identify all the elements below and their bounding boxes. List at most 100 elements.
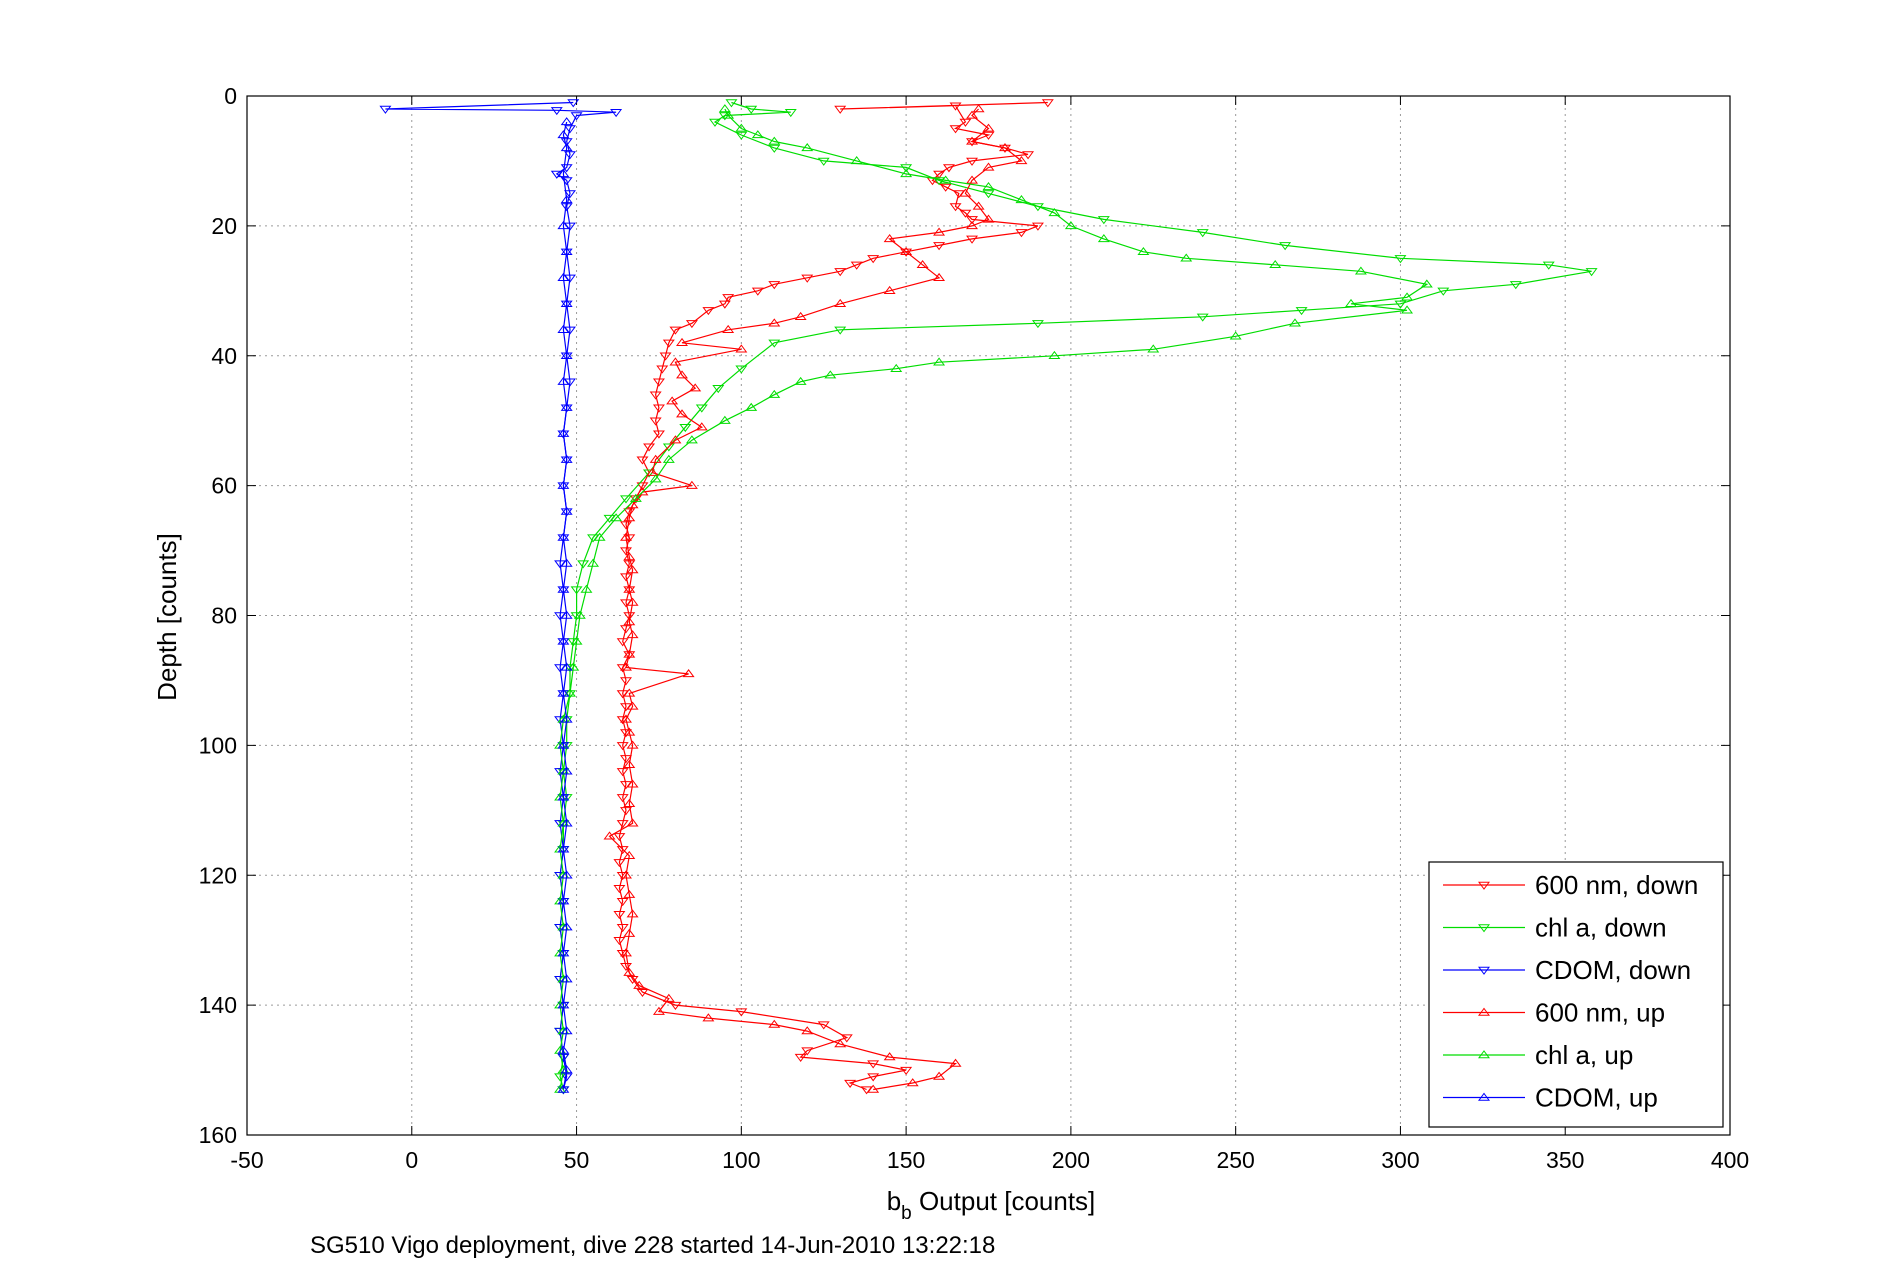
data-point <box>623 584 636 593</box>
data-point <box>557 1084 570 1093</box>
data-point <box>982 162 995 171</box>
data-point <box>560 922 573 931</box>
data-point <box>616 820 629 829</box>
data-point <box>557 376 570 385</box>
data-point <box>557 688 570 697</box>
data-point <box>652 404 665 413</box>
x-tick-label: 400 <box>1711 1147 1749 1173</box>
x-tick-label: 200 <box>1052 1147 1090 1173</box>
data-point <box>560 246 573 256</box>
data-point <box>1437 287 1450 296</box>
data-point <box>718 415 731 424</box>
data-point <box>636 487 649 496</box>
data-point <box>557 324 570 333</box>
data-point <box>1097 233 1110 243</box>
x-tick-label: 250 <box>1216 1147 1254 1173</box>
data-point <box>834 298 847 307</box>
data-point <box>563 125 576 134</box>
data-point <box>685 480 698 489</box>
legend-marker <box>1478 881 1490 890</box>
data-point <box>745 105 758 114</box>
data-point <box>676 337 689 346</box>
data-point <box>636 456 649 465</box>
data-point <box>1064 220 1077 230</box>
data-point <box>619 495 632 504</box>
data-point <box>613 859 626 868</box>
data-point <box>557 636 570 645</box>
data-point <box>1022 151 1035 160</box>
data-point <box>883 285 896 295</box>
series-5 <box>554 104 1433 1093</box>
data-point <box>883 1052 896 1061</box>
data-point <box>850 156 863 165</box>
y-tick-label: 100 <box>199 732 237 758</box>
data-point <box>557 896 570 905</box>
data-point <box>751 287 764 296</box>
data-point <box>560 138 573 147</box>
data-point <box>1229 331 1242 340</box>
data-point <box>1015 195 1028 204</box>
data-point <box>850 261 863 270</box>
data-point <box>966 220 979 230</box>
data-point <box>557 584 570 593</box>
data-point <box>616 898 629 907</box>
data-point <box>676 409 689 418</box>
data-point <box>619 755 632 764</box>
data-point <box>702 307 715 316</box>
data-point <box>557 1045 570 1054</box>
y-tick-label: 80 <box>211 603 237 629</box>
data-point <box>883 233 896 243</box>
data-point <box>1420 279 1433 288</box>
data-point <box>735 1008 748 1017</box>
data-point <box>577 560 590 569</box>
legend-marker <box>1478 966 1490 975</box>
data-point <box>1345 298 1358 307</box>
series-line <box>562 121 568 1090</box>
data-point <box>643 443 656 452</box>
data-point <box>619 729 632 738</box>
legend-entry: CDOM, down <box>1443 955 1691 985</box>
data-point <box>916 259 929 269</box>
data-point <box>626 740 639 749</box>
x-tick-label: 350 <box>1546 1147 1584 1173</box>
data-point <box>626 701 639 710</box>
data-point <box>834 105 847 114</box>
data-point <box>966 157 979 166</box>
data-point <box>933 227 946 236</box>
data-point <box>867 255 880 264</box>
series-1 <box>613 99 1054 1095</box>
data-point <box>998 143 1011 152</box>
data-point <box>560 454 573 463</box>
data-point <box>560 766 573 775</box>
data-point <box>890 363 903 372</box>
data-point <box>560 143 573 152</box>
data-point <box>1097 216 1110 225</box>
data-point <box>1295 307 1308 316</box>
y-axis-label: Depth [counts] <box>152 533 182 701</box>
data-point <box>623 759 636 769</box>
data-point <box>560 662 573 671</box>
data-point <box>623 967 636 976</box>
data-point <box>560 558 573 567</box>
data-point <box>1394 255 1407 264</box>
data-point <box>1542 261 1555 270</box>
data-point <box>900 248 913 257</box>
data-point <box>1585 268 1598 277</box>
data-point <box>619 532 632 541</box>
data-point <box>652 430 665 439</box>
data-point <box>636 988 649 998</box>
data-point <box>1196 313 1209 322</box>
data-point <box>557 948 570 957</box>
data-point <box>560 402 573 411</box>
data-point <box>844 1079 857 1088</box>
data-point <box>1015 229 1028 238</box>
legend-entry: CDOM, up <box>1443 1083 1658 1113</box>
data-point <box>867 1060 880 1069</box>
data-point <box>982 131 995 140</box>
data-point <box>751 130 764 139</box>
data-point <box>982 182 995 191</box>
y-tick-labels: 0 20 40 60 80 100 120 140 160 <box>199 83 237 1148</box>
data-point <box>560 298 573 307</box>
data-point <box>966 175 979 184</box>
data-point <box>933 170 946 179</box>
